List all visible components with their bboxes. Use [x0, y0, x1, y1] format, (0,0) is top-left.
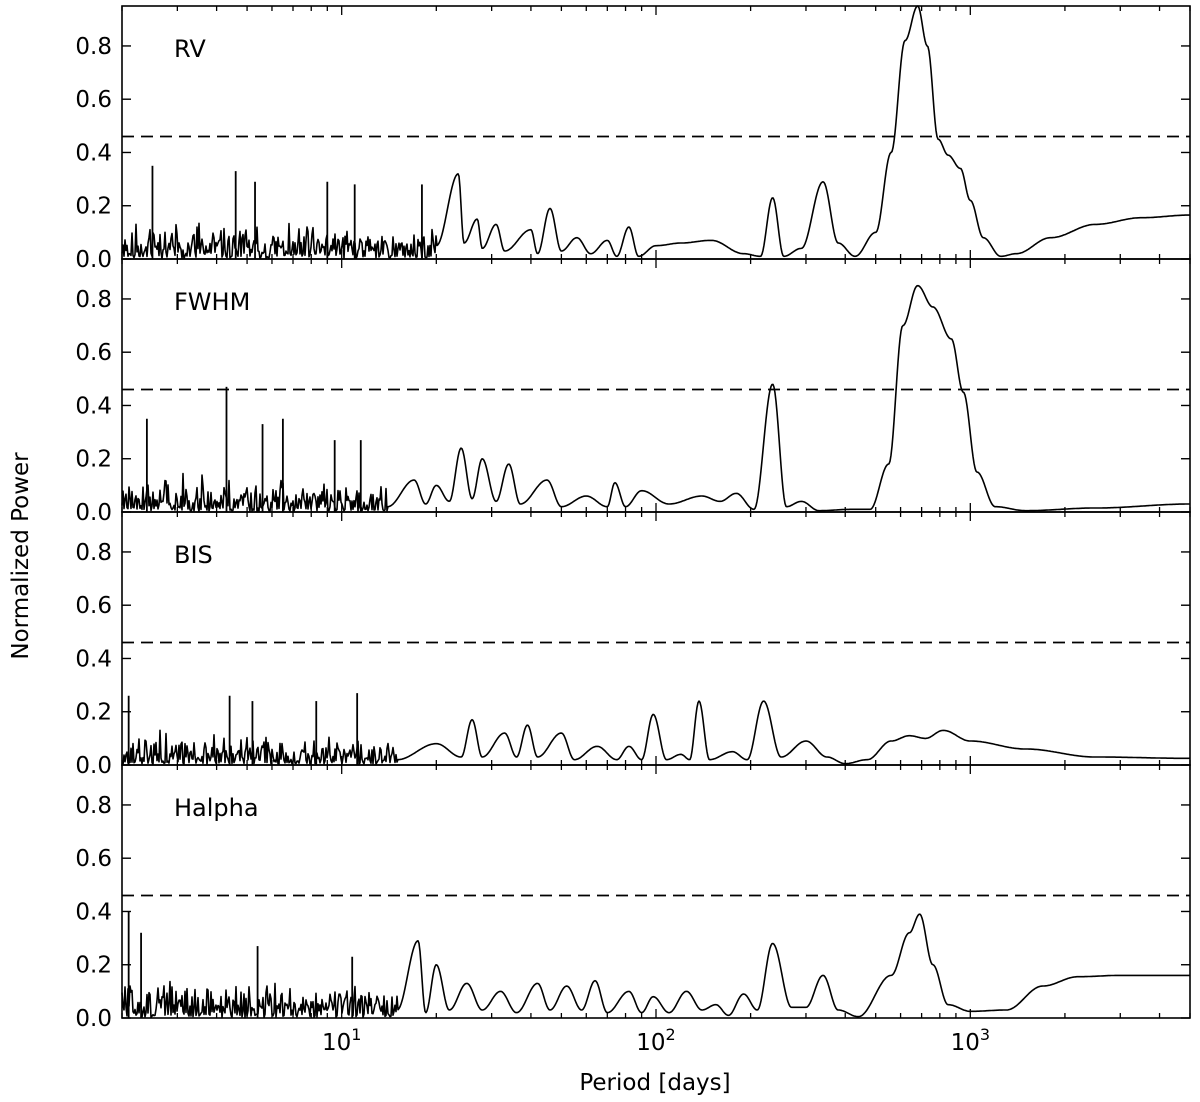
x-tick-label: 101	[322, 1025, 361, 1056]
panel-label: RV	[174, 35, 206, 63]
y-tick-label: 0.8	[75, 287, 112, 313]
y-tick-label: 0.6	[75, 87, 112, 113]
y-tick-label: 0.4	[75, 140, 112, 166]
x-tick-label: 103	[951, 1025, 990, 1056]
panels: 0.00.20.40.60.8 RV0.00.20.40.60.8 FWHM0.00…	[75, 5, 1191, 1032]
power-line	[121, 700, 1190, 766]
y-tick-label: 0.2	[75, 700, 112, 726]
panel-fwhm: 0.0 0.2 0.4 0.6 0.8 FWHM	[75, 258, 1191, 526]
panel-frame	[121, 5, 1191, 260]
y-tick-label: 0.2	[75, 194, 112, 220]
y-tick-label: 0.6	[75, 846, 112, 872]
y-tick-label: 0.6	[75, 340, 112, 366]
panel-frame	[121, 511, 1191, 766]
panel-label: FWHM	[174, 288, 250, 316]
y-tick-label: 0.8	[75, 34, 112, 60]
panel-halpha: 0.0 0.2 0.4 0.6 0.8 Halpha	[75, 764, 1191, 1032]
y-tick-label: 0.6	[75, 593, 112, 619]
y-tick-label: 0.0	[75, 753, 112, 779]
x-axis: 101 102 103	[322, 1025, 990, 1056]
y-tick-label: 0.2	[75, 953, 112, 979]
x-tick-label: 102	[636, 1025, 675, 1056]
y-tick-label: 0.0	[75, 1006, 112, 1032]
y-tick-label: 0.0	[75, 247, 112, 273]
y-tick-label: 0.4	[75, 393, 112, 419]
y-tick-label: 0.8	[75, 540, 112, 566]
y-tick-label: 0.4	[75, 899, 112, 925]
power-line	[121, 284, 1190, 513]
y-tick-label: 0.2	[75, 447, 112, 473]
panel-label: Halpha	[174, 794, 259, 822]
y-axis-title: Normalized Power	[8, 452, 34, 660]
x-axis-title: Period [days]	[579, 1070, 730, 1096]
panel-rv: 0.0 0.2 0.4 0.6 0.8 RV	[75, 5, 1191, 273]
power-line	[121, 913, 1190, 1019]
panel-bis: 0.0 0.2 0.4 0.6 0.8 BIS	[75, 511, 1191, 779]
y-tick-label: 0.8	[75, 793, 112, 819]
power-line	[121, 5, 1190, 260]
y-tick-label: 0.4	[75, 646, 112, 672]
y-tick-label: 0.0	[75, 500, 112, 526]
panel-label: BIS	[174, 541, 213, 569]
panel-frame	[121, 764, 1191, 1019]
